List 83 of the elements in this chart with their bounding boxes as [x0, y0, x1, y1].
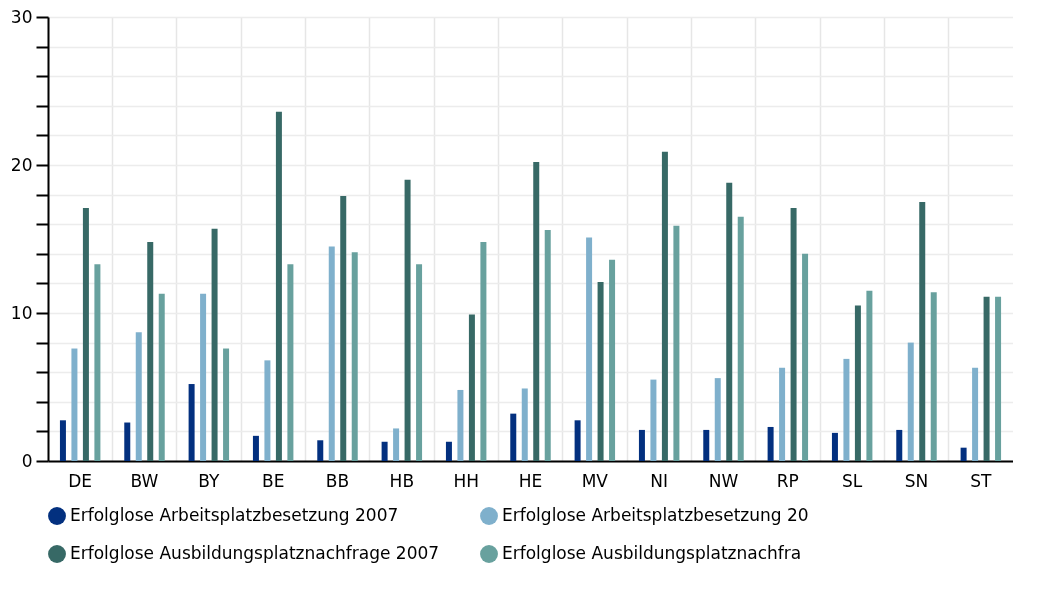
bar	[779, 367, 786, 461]
bar	[480, 241, 487, 461]
bar	[866, 290, 873, 461]
x-tick-label: HE	[518, 470, 543, 491]
x-tick-label: ST	[970, 470, 993, 491]
legend-label: Erfolglose Ausbildungsplatznachfrage 2007	[70, 543, 440, 563]
bar	[223, 348, 230, 461]
bar	[597, 281, 604, 461]
bar	[59, 420, 66, 461]
y-tick-label: 10	[10, 302, 33, 323]
legend-label: Erfolglose Arbeitsplatzbesetzung 20	[502, 505, 809, 526]
bar	[533, 162, 540, 461]
bar	[544, 230, 551, 461]
x-tick-label: BY	[198, 470, 220, 491]
bar	[147, 241, 154, 461]
y-tick-label: 20	[10, 154, 33, 175]
bar	[983, 296, 990, 461]
bar	[919, 202, 926, 461]
bar	[468, 314, 475, 461]
x-tick-label: RP	[776, 470, 799, 491]
bar	[854, 305, 861, 461]
x-tick-label: SN	[904, 470, 929, 491]
bar	[211, 228, 218, 461]
bar	[907, 342, 914, 461]
bar	[287, 264, 294, 461]
bar	[790, 207, 797, 461]
bar	[661, 151, 668, 461]
x-tick-label: BB	[325, 470, 350, 491]
bar	[802, 253, 809, 461]
bar	[264, 360, 271, 461]
bar	[328, 246, 335, 461]
bar	[393, 428, 400, 461]
x-tick-label: HB	[389, 470, 415, 491]
x-tick-label: NW	[708, 470, 739, 491]
bar	[930, 292, 937, 461]
bar	[767, 426, 774, 461]
x-tick-label: HH	[453, 470, 479, 491]
bar	[445, 441, 452, 461]
bar	[638, 429, 645, 461]
bar	[252, 435, 259, 461]
bar	[510, 413, 517, 461]
x-tick-label: DE	[68, 470, 93, 491]
x-tick-label: MV	[581, 470, 609, 491]
bar	[457, 389, 464, 461]
bar	[521, 388, 528, 461]
bar	[843, 358, 850, 461]
bar	[275, 111, 282, 461]
legend-label: Erfolglose Arbeitsplatzbesetzung 2007	[70, 505, 399, 526]
bar	[650, 379, 657, 461]
bar	[714, 378, 721, 461]
bar	[972, 367, 979, 461]
bar	[673, 225, 680, 461]
y-tick-label: 0	[21, 450, 33, 471]
x-tick-label: BE	[261, 470, 285, 491]
x-tick-label: NI	[650, 470, 669, 491]
bar	[188, 384, 195, 461]
bar	[609, 259, 616, 461]
bar	[158, 293, 165, 461]
bar	[586, 237, 593, 461]
bar	[960, 447, 967, 461]
bar	[726, 182, 733, 461]
bar	[340, 196, 347, 461]
bar	[124, 422, 131, 461]
x-tick-label: SL	[842, 470, 863, 491]
bar	[703, 429, 710, 461]
legend-label: Erfolglose Ausbildungsplatznachfra	[502, 543, 802, 563]
bar	[351, 252, 358, 461]
y-tick-label: 30	[10, 6, 33, 27]
bar	[831, 432, 838, 461]
bar	[82, 207, 89, 461]
bar	[135, 332, 142, 461]
bar	[416, 264, 423, 461]
bar	[94, 264, 101, 461]
bar	[896, 429, 903, 461]
bar	[71, 348, 78, 461]
bar	[381, 441, 388, 461]
bar	[317, 440, 324, 461]
bar	[200, 293, 207, 461]
bar	[995, 296, 1002, 461]
bar	[404, 179, 411, 461]
bar	[574, 420, 581, 461]
bar	[737, 216, 744, 461]
x-tick-label: BW	[130, 470, 159, 491]
